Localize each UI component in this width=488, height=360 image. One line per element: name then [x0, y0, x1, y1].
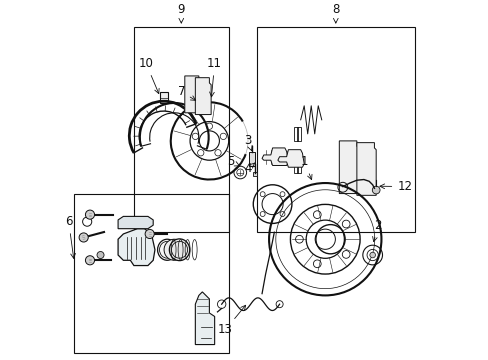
Bar: [248, 152, 255, 166]
Text: 5: 5: [227, 156, 240, 168]
Circle shape: [85, 210, 94, 219]
Bar: [293, 127, 297, 141]
Text: 12: 12: [379, 180, 411, 193]
Text: 13: 13: [217, 305, 245, 337]
Circle shape: [85, 256, 94, 265]
Text: 10: 10: [139, 57, 159, 94]
Bar: [256, 27, 414, 232]
Circle shape: [79, 233, 88, 242]
Text: 8: 8: [331, 3, 339, 23]
Text: 4: 4: [244, 162, 254, 175]
Text: 7: 7: [177, 85, 195, 100]
Ellipse shape: [164, 239, 184, 260]
Text: 11: 11: [207, 57, 222, 97]
Polygon shape: [195, 292, 214, 345]
Polygon shape: [118, 229, 155, 266]
Bar: [293, 158, 297, 172]
Bar: [252, 172, 257, 176]
Bar: [74, 194, 228, 354]
Bar: [159, 93, 167, 103]
Circle shape: [369, 252, 375, 258]
Text: 6: 6: [65, 215, 75, 258]
Polygon shape: [184, 76, 200, 113]
Circle shape: [371, 186, 379, 194]
Polygon shape: [262, 148, 288, 166]
Polygon shape: [356, 143, 375, 195]
Polygon shape: [277, 150, 304, 167]
Text: 3: 3: [244, 134, 252, 150]
Bar: [297, 127, 301, 141]
Ellipse shape: [169, 239, 189, 261]
Text: 1: 1: [300, 156, 311, 180]
Polygon shape: [118, 216, 153, 229]
Bar: [297, 158, 301, 172]
Circle shape: [97, 252, 104, 258]
Text: 9: 9: [177, 3, 184, 23]
Bar: [134, 27, 228, 232]
Polygon shape: [339, 141, 358, 194]
Text: 2: 2: [372, 219, 381, 242]
Circle shape: [145, 229, 154, 239]
Polygon shape: [195, 78, 211, 114]
Ellipse shape: [157, 239, 177, 260]
